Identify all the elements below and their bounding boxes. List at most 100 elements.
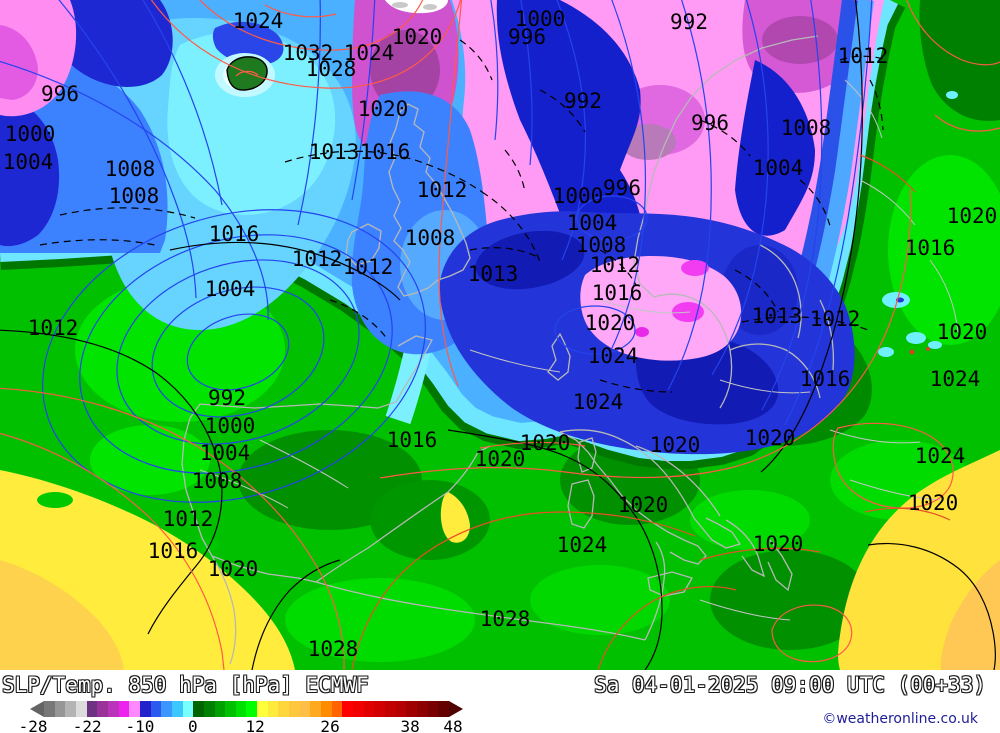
pressure-label: 1020 (650, 433, 701, 457)
pressure-label: 996 (508, 25, 546, 49)
pressure-label: 1000 (205, 414, 256, 438)
colorbar-segment (139, 701, 151, 717)
pressure-label: 1020 (753, 532, 804, 556)
pressure-label: 1000 (553, 184, 604, 208)
pressure-label: 1016 (592, 281, 643, 305)
pressure-label: 1028 (306, 57, 357, 81)
pressure-label: 1016 (800, 367, 851, 391)
colorbar-segment (182, 701, 194, 717)
map-footer: SLP/Temp. 850 hPa [hPa] ECMWF Sa 04-01-2… (0, 670, 1000, 733)
pressure-label: 996 (691, 111, 729, 135)
pressure-label: 1004 (3, 150, 54, 174)
colorbar-segment (406, 701, 417, 717)
colorbar-segment (374, 701, 385, 717)
colorbar-segment (75, 701, 87, 717)
colorbar-segment (161, 701, 172, 717)
colorbar-segment (299, 701, 311, 717)
colorbar-tick-labels: -28 -22 -10 0 12 26 38 48 (19, 717, 463, 733)
cold-pink-alpine-pocket (580, 256, 742, 361)
colorbar-segment (385, 701, 396, 717)
copyright-link[interactable]: ©weatheronline.co.uk (822, 711, 978, 727)
isobar-black-layer (0, 0, 996, 670)
pressure-label: 1020 (392, 25, 443, 49)
colorbar-segment (118, 701, 130, 717)
pressure-label: 1020 (520, 431, 571, 455)
pressure-label: 1000 (515, 7, 566, 31)
sardinia-coastline (567, 479, 595, 529)
pressure-label: 1016 (360, 140, 411, 164)
colorbar-tick: 38 (400, 717, 420, 733)
pressure-label: 1013 (752, 304, 803, 328)
colorbar-right-arrow (449, 701, 463, 717)
colorbar-segment (246, 701, 258, 717)
colorbar-segment (331, 701, 343, 717)
colorbar-segment (129, 701, 140, 717)
pressure-label: 1000 (5, 122, 56, 146)
pressure-label: 1008 (109, 184, 160, 208)
pressure-label: 1028 (480, 607, 531, 631)
colorbar-tick: -10 (125, 717, 155, 733)
pressure-label: 1012 (417, 178, 468, 202)
colorbar-segment (353, 701, 364, 717)
colorbar-segment (289, 701, 300, 717)
pressure-label: 1020 (475, 447, 526, 471)
isobar-black-dashed-layer (39, 39, 887, 393)
pressure-label: 1016 (209, 222, 260, 246)
sicily-coastline (647, 571, 693, 597)
pressure-label: 1012 (590, 253, 641, 277)
colorbar-segment (257, 701, 268, 717)
pressure-label: 1012 (810, 307, 861, 331)
colorbar-tick: -22 (72, 717, 102, 733)
pressure-label: 1024 (233, 9, 284, 33)
pressure-label: 1008 (576, 233, 627, 257)
pressure-label: 1024 (915, 444, 966, 468)
pressure-label: 992 (670, 10, 708, 34)
pressure-label: 1008 (105, 157, 156, 181)
colorbar-tick: 0 (187, 717, 198, 733)
great-britain-coastline (388, 103, 471, 297)
pressure-label: 1020 (947, 204, 998, 228)
colorbar-segment (278, 701, 290, 717)
pressure-label: 1024 (557, 533, 608, 557)
colorbar-segment (225, 701, 236, 717)
pressure-label: 1020 (208, 557, 259, 581)
pressure-label: 1012 (838, 44, 889, 68)
pressure-label: 1012 (343, 255, 394, 279)
pressure-label: 1012 (292, 247, 343, 271)
pressure-label: 1004 (753, 156, 804, 180)
pressure-label: 1004 (200, 441, 251, 465)
pressure-label: 1020 (937, 320, 988, 344)
pressure-label: 1008 (192, 469, 243, 493)
colorbar-body (44, 701, 449, 717)
corsica-coastline (577, 437, 597, 473)
pressure-label: 992 (208, 386, 246, 410)
pressure-label: 1024 (344, 41, 395, 65)
pressure-label: 1004 (205, 277, 256, 301)
map-area: 1024 1020 1032 1024 1028 996 1000 996 992 1012 100… (0, 0, 1000, 670)
colorbar-segment (150, 701, 162, 717)
iceland-island (226, 56, 268, 91)
pressure-label: 996 (41, 82, 79, 106)
isobar-orange-layer (351, 154, 951, 670)
pressure-label: 1024 (573, 390, 624, 414)
colorbar-tick: 12 (245, 717, 265, 733)
colorbar-left-arrow (30, 701, 44, 717)
pressure-label: 1016 (387, 428, 438, 452)
colorbar-segment (438, 701, 449, 717)
map-title: SLP/Temp. 850 hPa [hPa] ECMWF (2, 673, 369, 697)
pressure-label: 1032 (283, 41, 334, 65)
pressure-label: 1024 (588, 344, 639, 368)
temperature-shading-layer (0, 0, 1000, 670)
cold-navy-norwegian-sea (496, 0, 644, 274)
pressure-label: 1020 (908, 491, 959, 515)
colorbar-segment (97, 701, 108, 717)
colorbar-segment (107, 701, 119, 717)
colorbar-segment (65, 701, 76, 717)
pressure-label: 1004 (567, 211, 618, 235)
colorbar-segment (416, 701, 428, 717)
colorbar-tick: 26 (320, 717, 340, 733)
colorbar-segment (363, 701, 375, 717)
temperature-colorbar (30, 701, 463, 717)
